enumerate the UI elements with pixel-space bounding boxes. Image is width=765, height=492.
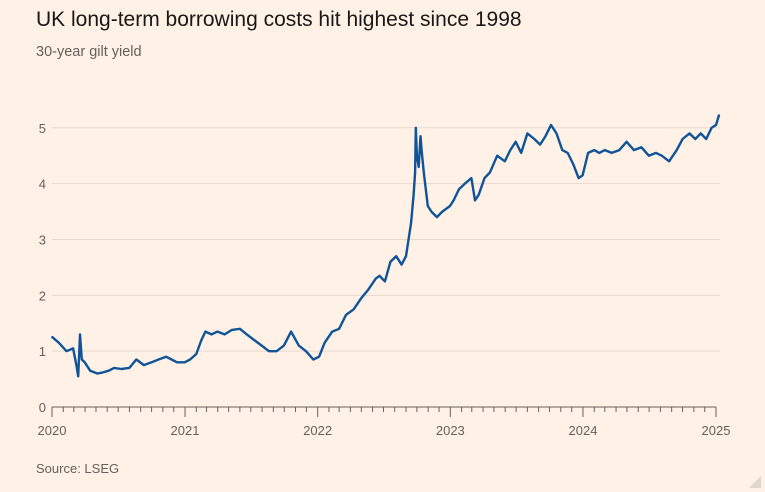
x-tick-label: 2021 [171,423,200,438]
source-note: Source: LSEG [36,461,120,476]
y-tick-label: 2 [39,288,46,303]
x-tick-label: 2024 [569,423,598,438]
x-axis-labels: 2020 2021 2022 2023 2024 2025 [38,423,731,438]
series-layer [51,114,721,378]
x-tick-label: 2025 [702,423,731,438]
x-tick-label: 2023 [436,423,465,438]
y-tick-label: 0 [39,400,46,415]
x-tick-label: 2022 [303,423,332,438]
grid-lines [52,127,720,352]
x-axis [51,406,717,417]
y-tick-label: 3 [39,232,46,247]
y-tick-label: 5 [39,121,46,136]
chart-subtitle: 30-year gilt yield [36,44,142,60]
y-axis-labels: 0 1 2 3 4 5 [39,121,46,415]
y-tick-label: 1 [39,344,46,359]
chart-title: UK long-term borrowing costs hit highest… [36,8,522,31]
x-tick-label: 2020 [38,423,67,438]
y-tick-label: 4 [39,177,46,192]
corner-mark [749,476,761,488]
series-line [51,114,721,378]
